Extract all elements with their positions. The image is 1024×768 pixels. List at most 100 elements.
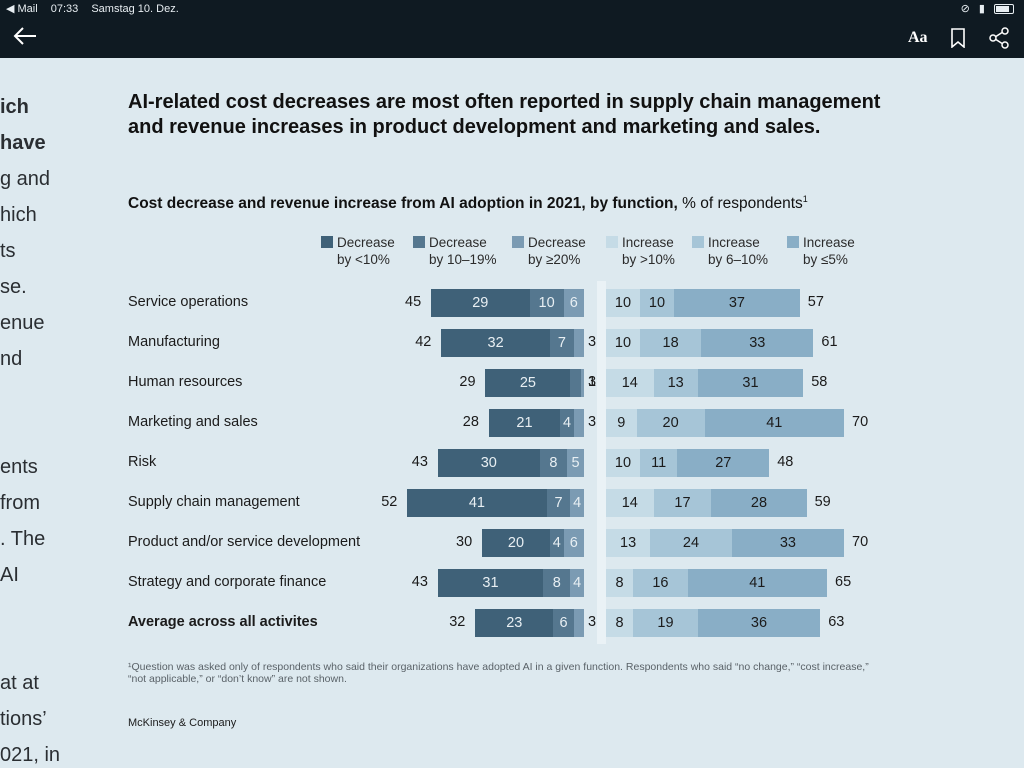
legend-label: Decrease [528,235,586,250]
bar-decrease-segment: 20 [482,529,550,557]
bar-value-label: 3 [588,334,597,350]
row-label: Strategy and corporate finance [128,574,327,590]
text-size-button[interactable]: Aa [908,29,928,46]
article-line: from [0,492,40,514]
bar-decrease-segment: 4 [550,529,564,557]
decrease-total-label: 32 [449,614,466,630]
bar-decrease-segment: 25 [485,369,571,397]
article-text-fragment: ich have g and hich ts se. enue nd ents … [0,58,110,768]
article-line: at at [0,672,39,694]
decrease-total-label: 28 [462,414,479,430]
bar-decrease-segment: 6 [563,529,584,557]
decrease-total-label: 43 [411,454,428,470]
orientation-lock-icon: ⊘ [960,3,970,15]
bar-decrease-segment: 4 [570,569,584,597]
bar-decrease-segment: 4 [570,489,584,517]
exhibit-headline: AI-related cost decreases are most often… [128,91,881,138]
bar-increase-segment: 14 [606,369,654,397]
increase-total-label: 58 [811,374,828,390]
bar-decrease-segment: 6 [553,609,574,637]
bookmark-icon[interactable] [950,28,966,53]
battery-icon [994,4,1014,15]
article-line: hich [0,204,37,226]
bar-value-label: 3 [588,374,597,390]
bar-increase-segment: 33 [701,329,814,357]
article-line: . The [0,528,46,550]
bar-decrease-segment: 32 [441,329,550,357]
bar-increase-segment: 10 [640,289,674,317]
back-to-mail-link[interactable]: ◀ Mail [6,3,38,15]
decrease-total-label: 43 [411,574,428,590]
bar-increase-segment: 10 [606,449,640,477]
article-line: ich [0,96,29,118]
bar-decrease-segment: 7 [550,329,574,357]
row-label: Manufacturing [128,334,220,350]
chart-footnote: ¹Question was asked only of respondents … [128,661,869,685]
bar-increase-segment: 36 [697,609,821,637]
bar-increase-segment: 14 [606,489,654,517]
row-label: Human resources [128,374,243,390]
legend-increase-6-10: Increase by 6–10% [692,234,768,268]
row-label: Product and/or service development [128,534,361,550]
legend-increase-gt10: Increase by >10% [606,234,675,268]
status-bar: ◀ Mail 07:33 Samstag 10. Dez. ⊘ ▮ [0,0,1024,18]
legend-label: Decrease [337,235,395,250]
decrease-total-label: 29 [459,374,476,390]
bar-decrease-segment: 41 [407,489,547,517]
increase-total-label: 57 [807,294,824,310]
increase-total-label: 63 [828,614,845,630]
bar-increase-segment: 11 [640,449,678,477]
bar-increase-segment: 27 [677,449,770,477]
bar-increase-segment: 41 [687,569,827,597]
row-label: Risk [128,454,157,470]
reader-toolbar: Aa [0,18,1024,58]
row-label: Supply chain management [128,494,300,510]
bar-increase-segment: 10 [606,329,640,357]
decrease-total-label: 42 [415,334,432,350]
bar-value-label: 3 [588,614,597,630]
increase-total-label: 70 [852,534,869,550]
bar-decrease-segment: 6 [563,289,584,317]
legend-label: Increase [803,235,855,250]
legend-label: by <10% [337,252,390,267]
bar-increase-segment: 13 [606,529,651,557]
increase-total-label: 59 [814,494,831,510]
bar-decrease-segment: 5 [567,449,584,477]
article-line: tions’ [0,708,47,730]
article-line: enue [0,312,45,334]
decrease-total-label: 45 [405,294,422,310]
legend-label: Increase [622,235,674,250]
bar-decrease-segment: 31 [437,569,544,597]
article-line: AI [0,564,19,586]
article-line: ts [0,240,16,262]
status-date: Samstag 10. Dez. [91,3,179,15]
share-icon[interactable] [988,27,1010,54]
legend-increase-le5: Increase by ≤5% [787,234,855,268]
increase-total-label: 65 [835,574,852,590]
article-line: ents [0,456,38,478]
bar-increase-segment: 31 [697,369,804,397]
bar-increase-segment: 10 [606,289,640,317]
decrease-total-label: 52 [381,494,398,510]
bar-increase-segment: 33 [731,529,844,557]
bar-increase-segment: 20 [636,409,705,437]
row-label: Service operations [128,294,249,310]
bar-decrease-segment: 30 [437,449,540,477]
row-label: Average across all activites [128,614,318,630]
bar-increase-segment: 19 [633,609,698,637]
bar-increase-segment: 8 [606,569,634,597]
footnote-marker: 1 [802,194,808,204]
bar-decrease-segment: 4 [560,409,574,437]
bar-increase-segment: 9 [606,409,637,437]
increase-total-label: 61 [821,334,838,350]
bar-decrease-segment [573,409,584,437]
bar-increase-segment: 16 [633,569,688,597]
legend-swatch [413,236,425,248]
bar-increase-segment: 28 [711,489,807,517]
legend-label: by ≥20% [528,252,581,267]
status-icons: ⊘ ▮ [955,2,1014,15]
bar-decrease-segment: 10 [529,289,564,317]
back-arrow-icon[interactable] [12,24,38,50]
legend-label: Decrease [429,235,487,250]
lock-icon: ▮ [978,3,985,15]
